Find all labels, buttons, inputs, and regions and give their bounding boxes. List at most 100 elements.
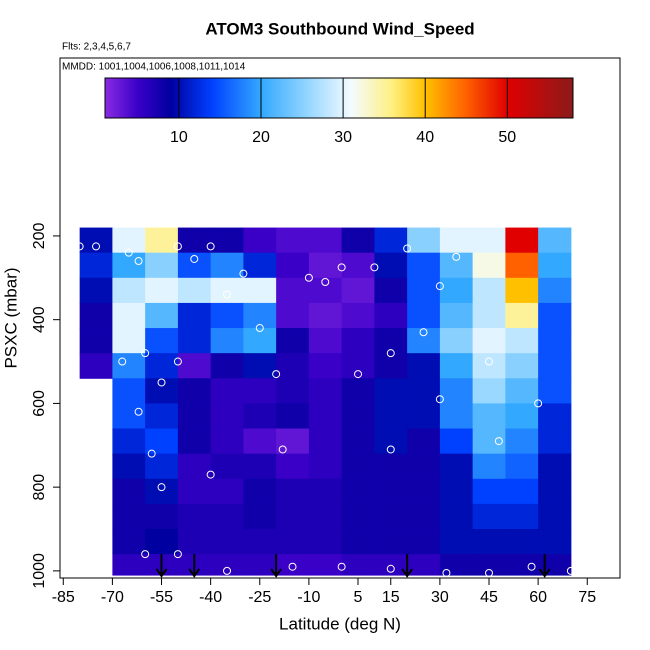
x-tick-label: 75 (578, 589, 596, 606)
data-point (124, 248, 133, 257)
heat-cell (145, 378, 179, 404)
heatmap (79, 227, 572, 576)
heat-cell (276, 428, 310, 455)
heat-cell (145, 252, 179, 279)
heat-cell (407, 453, 441, 480)
heat-cell (538, 403, 572, 430)
x-tick-label: 15 (382, 589, 400, 606)
heat-cell (341, 302, 375, 329)
heat-cell (308, 277, 343, 304)
data-point (337, 263, 346, 272)
colorbar-tick-label: 40 (416, 129, 434, 146)
data-point (494, 437, 503, 446)
heat-cell (112, 378, 146, 404)
heat-cell (276, 302, 310, 329)
heat-cell (407, 277, 441, 304)
heat-cell (505, 554, 539, 576)
heat-cell (177, 503, 212, 530)
data-point (141, 349, 150, 358)
heat-cell (79, 328, 113, 354)
arrow (538, 554, 551, 578)
heat-cell (112, 478, 146, 505)
colorbar-tick-label: 50 (498, 129, 516, 146)
data-point (527, 562, 536, 571)
heat-cell (505, 428, 539, 455)
heat-cell (112, 353, 146, 379)
data-point (141, 550, 150, 559)
heat-cell (243, 428, 277, 455)
heat-cell (177, 378, 212, 404)
heat-cell (341, 453, 375, 480)
heat-cell (308, 529, 343, 555)
heat-cell (177, 453, 212, 480)
data-point (206, 242, 215, 251)
heat-cell (341, 328, 375, 354)
heat-cell (439, 503, 474, 530)
heat-cell (374, 378, 408, 404)
heat-cell (341, 554, 375, 576)
data-point (435, 282, 444, 291)
data-point (354, 370, 363, 379)
heat-cell (308, 478, 343, 505)
heat-cell (308, 453, 343, 480)
heat-cell (112, 529, 146, 555)
heat-cell (79, 252, 113, 279)
heat-cell (374, 529, 408, 555)
heat-cell (79, 277, 113, 304)
heat-cell (341, 252, 375, 279)
data-point (386, 564, 395, 573)
heat-cell (210, 227, 244, 254)
heat-cell (472, 503, 506, 530)
heat-cell (308, 428, 343, 455)
heat-cell (505, 453, 539, 480)
heat-cell (341, 378, 375, 404)
chart-title: ATOM3 Southbound Wind_Speed (205, 19, 474, 38)
heat-cell (538, 353, 572, 379)
heat-cell (210, 428, 244, 455)
heat-cell (243, 227, 277, 254)
heat-cell (374, 453, 408, 480)
heat-cell (538, 277, 572, 304)
heat-cell (177, 353, 212, 379)
data-point (566, 566, 575, 575)
heat-cell (538, 453, 572, 480)
heat-cell (341, 428, 375, 455)
heat-cell (79, 353, 113, 379)
heat-cell (210, 529, 244, 555)
y-tick-label: 200 (31, 222, 48, 249)
heat-cell (472, 428, 506, 455)
heat-cell (308, 328, 343, 354)
heat-cell (276, 554, 310, 576)
data-point (370, 263, 379, 272)
heat-cell (472, 554, 506, 576)
heat-cell (472, 478, 506, 505)
x-tick-label: 30 (431, 589, 449, 606)
heat-cell (243, 378, 277, 404)
heat-cell (177, 302, 212, 329)
data-point (255, 324, 264, 333)
heat-cell (243, 328, 277, 354)
heat-cell (243, 554, 277, 576)
heat-cell (407, 328, 441, 354)
data-point (419, 328, 428, 337)
arrow (188, 554, 201, 578)
heat-cell (505, 503, 539, 530)
heat-cell (439, 378, 474, 404)
arrow (270, 554, 282, 578)
data-point (223, 566, 232, 575)
heat-cell (177, 252, 212, 279)
heat-cell (472, 328, 506, 354)
heat-cell (177, 478, 212, 505)
heat-cell (243, 277, 277, 304)
x-axis-label: Latitude (deg N) (279, 614, 401, 633)
heat-cell (177, 328, 212, 354)
x-tick-label: -40 (199, 589, 222, 606)
heat-cell (341, 353, 375, 379)
heat-cell (341, 403, 375, 430)
heat-cell (177, 227, 212, 254)
heat-cell (538, 227, 572, 254)
heat-cell (145, 277, 179, 304)
data-point (403, 244, 412, 253)
heat-cell (308, 227, 343, 254)
